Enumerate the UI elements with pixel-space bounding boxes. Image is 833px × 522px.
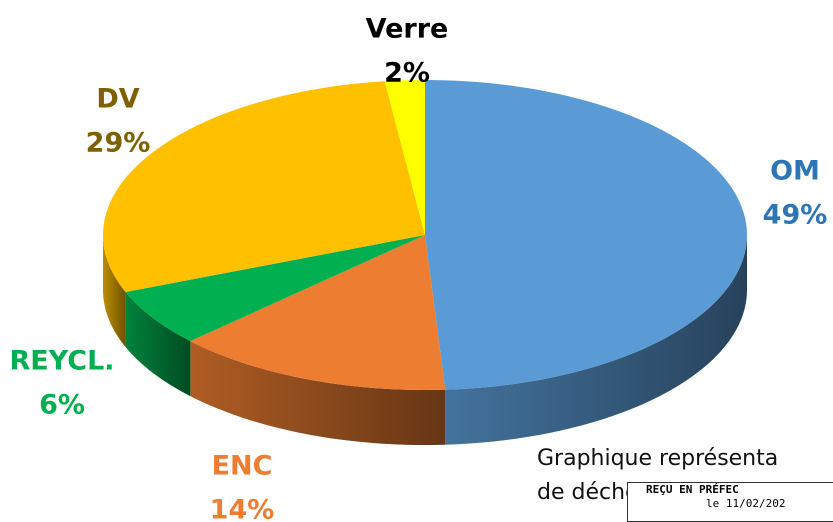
caption-line: Graphique représenta	[537, 446, 779, 471]
slice-value-label: 2%	[384, 58, 430, 89]
slice-value-label: 6%	[39, 390, 85, 421]
slice-value-label: 49%	[763, 200, 828, 231]
slice	[125, 235, 425, 342]
stamp-line: REÇU EN PRÉFEC	[646, 483, 739, 496]
slice-label: DV	[96, 84, 139, 115]
slice	[384, 80, 425, 235]
slice-value-label: 14%	[210, 495, 275, 522]
slice-label: ENC	[212, 451, 273, 482]
slice-label: Verre	[366, 14, 449, 45]
slice-side-shade	[190, 341, 446, 445]
caption-line: de déche	[537, 480, 639, 505]
stamp: REÇU EN PRÉFEC le 11/02/202	[627, 482, 833, 522]
slice	[103, 81, 425, 293]
slice-value-label: 29%	[86, 128, 151, 159]
slice-label: REYCL.	[9, 346, 114, 377]
slice-side-shade	[445, 235, 747, 445]
slice	[425, 80, 747, 390]
slice-side-shade	[125, 292, 191, 397]
slice-side-shade	[103, 235, 126, 348]
slice	[190, 235, 446, 390]
slice-label: OM	[770, 156, 820, 187]
stamp-line: le 11/02/202	[706, 497, 786, 510]
